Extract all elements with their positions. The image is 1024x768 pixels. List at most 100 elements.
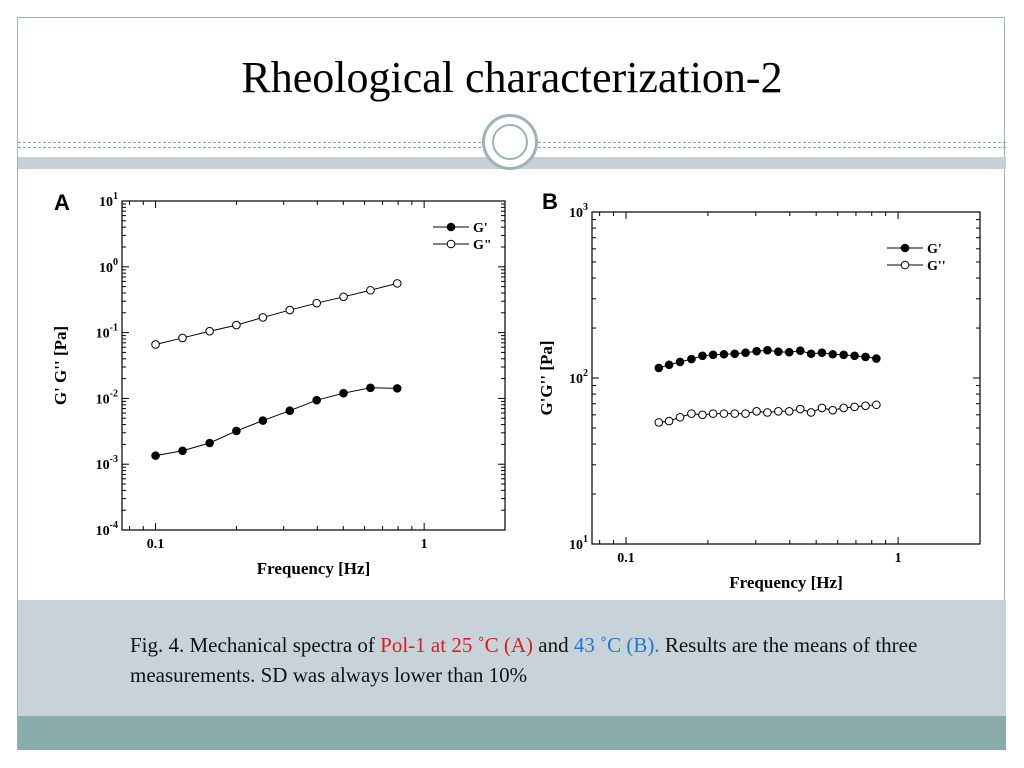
data-point-g-double-prime xyxy=(687,409,696,418)
data-point-g-double-prime xyxy=(392,279,402,288)
caption-area: Fig. 4. Mechanical spectra of Pol-1 at 2… xyxy=(18,600,1006,716)
plot-frame xyxy=(121,200,506,531)
x-axis-title: Frequency [Hz] xyxy=(257,559,370,578)
data-point-g-prime xyxy=(850,351,859,361)
data-point-g-double-prime xyxy=(784,407,794,416)
y-axis-title: G'G'' [Pa] xyxy=(537,340,556,415)
legend-marker xyxy=(446,222,456,232)
legend-label: G'' xyxy=(927,259,946,274)
y-tick-label: 10-4 xyxy=(96,520,118,539)
data-point-g-prime xyxy=(392,384,402,393)
data-point-g-prime xyxy=(839,350,848,360)
legend-label: G" xyxy=(473,238,492,253)
y-tick-label: 100 xyxy=(99,257,118,276)
data-point-g-double-prime xyxy=(339,292,348,302)
data-point-g-double-prime xyxy=(774,407,783,416)
data-point-g-prime xyxy=(312,395,321,405)
data-point-g-prime xyxy=(730,349,740,359)
data-point-g-double-prime xyxy=(151,340,160,349)
data-point-g-prime xyxy=(285,406,295,416)
data-point-g-double-prime xyxy=(205,326,214,336)
x-tick-label: 1 xyxy=(421,537,428,552)
footer-band xyxy=(18,716,1006,750)
data-point-g-double-prime xyxy=(178,333,187,343)
data-point-g-prime xyxy=(817,348,827,358)
data-point-g-double-prime xyxy=(741,409,750,418)
data-point-g-double-prime xyxy=(654,418,664,427)
data-point-g-double-prime xyxy=(872,400,881,410)
legend-marker xyxy=(900,243,910,253)
data-point-g-prime xyxy=(861,352,870,362)
data-point-g-double-prime xyxy=(312,298,321,308)
data-point-g-double-prime xyxy=(675,412,685,422)
panel-label: B xyxy=(542,189,558,214)
data-point-g-double-prime xyxy=(752,407,761,416)
data-point-g-prime xyxy=(795,346,805,356)
y-tick-label: 101 xyxy=(569,534,588,553)
data-point-g-double-prime xyxy=(828,405,837,415)
data-point-g-prime xyxy=(784,347,794,357)
data-point-g-prime xyxy=(806,349,816,359)
data-point-g-double-prime xyxy=(861,401,870,411)
data-point-g-double-prime xyxy=(708,409,718,418)
data-point-g-prime xyxy=(232,426,241,436)
data-point-g-double-prime xyxy=(232,320,241,330)
y-tick-label: 10-1 xyxy=(96,323,118,342)
data-point-g-double-prime xyxy=(839,403,848,413)
x-tick-label: 0.1 xyxy=(617,551,635,566)
figure-caption: Fig. 4. Mechanical spectra of Pol-1 at 2… xyxy=(130,630,930,690)
data-point-g-prime xyxy=(339,388,348,398)
data-point-g-double-prime xyxy=(806,408,816,417)
series-line xyxy=(155,387,398,457)
caption-text-3: Results are the means of three measureme… xyxy=(130,633,918,687)
data-point-g-double-prime xyxy=(285,305,295,315)
data-point-g-double-prime xyxy=(698,410,707,420)
data-point-g-prime xyxy=(828,349,837,359)
chart-panel-a: A 0.1 1 101 100 10-1 10-2 10-3 10-4 Frequency [Hz… xyxy=(51,190,506,578)
x-tick-label: 1 xyxy=(895,551,902,566)
data-point-g-double-prime xyxy=(763,408,772,417)
data-point-g-double-prime xyxy=(795,404,805,414)
data-point-g-prime xyxy=(687,354,696,364)
legend-marker xyxy=(446,239,456,249)
data-point-g-prime xyxy=(366,383,375,393)
data-point-g-prime xyxy=(872,354,881,363)
legend-marker xyxy=(900,260,910,270)
data-point-g-prime xyxy=(664,360,674,370)
caption-text-2: and xyxy=(533,633,574,657)
data-point-g-prime xyxy=(763,345,772,355)
data-point-g-prime xyxy=(698,351,707,361)
data-point-g-prime xyxy=(708,350,718,360)
y-tick-label: 102 xyxy=(569,368,588,387)
data-point-g-double-prime xyxy=(664,416,674,426)
panel-label: A xyxy=(54,190,70,215)
series-line xyxy=(155,282,398,345)
caption-text-1: Fig. 4. Mechanical spectra of xyxy=(130,633,381,657)
x-tick-label: 0.1 xyxy=(147,537,165,552)
y-tick-label: 10-3 xyxy=(96,454,118,473)
legend-label: G' xyxy=(927,242,942,257)
chart-panel-b: B 0.1 1 103 102 101 Frequency [Hz] G'G'' [Pa] G'… xyxy=(537,189,981,592)
caption-highlight-blue: 43 ˚C (B). xyxy=(573,633,660,657)
data-point-g-prime xyxy=(654,363,664,373)
x-axis-title: Frequency [Hz] xyxy=(729,573,842,592)
data-point-g-double-prime xyxy=(719,409,729,418)
data-point-g-prime xyxy=(258,416,268,425)
circle-ornament xyxy=(482,114,538,170)
data-point-g-double-prime xyxy=(258,313,268,322)
data-point-g-double-prime xyxy=(850,402,859,412)
data-point-g-prime xyxy=(719,349,729,359)
data-point-g-double-prime xyxy=(366,285,375,295)
data-point-g-prime xyxy=(151,451,160,460)
y-tick-label: 10-2 xyxy=(96,388,118,407)
data-point-g-prime xyxy=(178,446,187,456)
data-point-g-double-prime xyxy=(817,403,827,413)
caption-highlight-red: Pol-1 at 25 ˚C (A) xyxy=(380,633,533,657)
data-point-g-prime xyxy=(675,357,685,367)
plot-frame xyxy=(591,211,981,545)
legend-label: G' xyxy=(473,221,488,236)
data-point-g-double-prime xyxy=(730,409,740,418)
y-tick-label: 103 xyxy=(569,202,588,221)
slide-title: Rheological characterization-2 xyxy=(241,53,783,102)
y-tick-label: 101 xyxy=(99,191,118,210)
